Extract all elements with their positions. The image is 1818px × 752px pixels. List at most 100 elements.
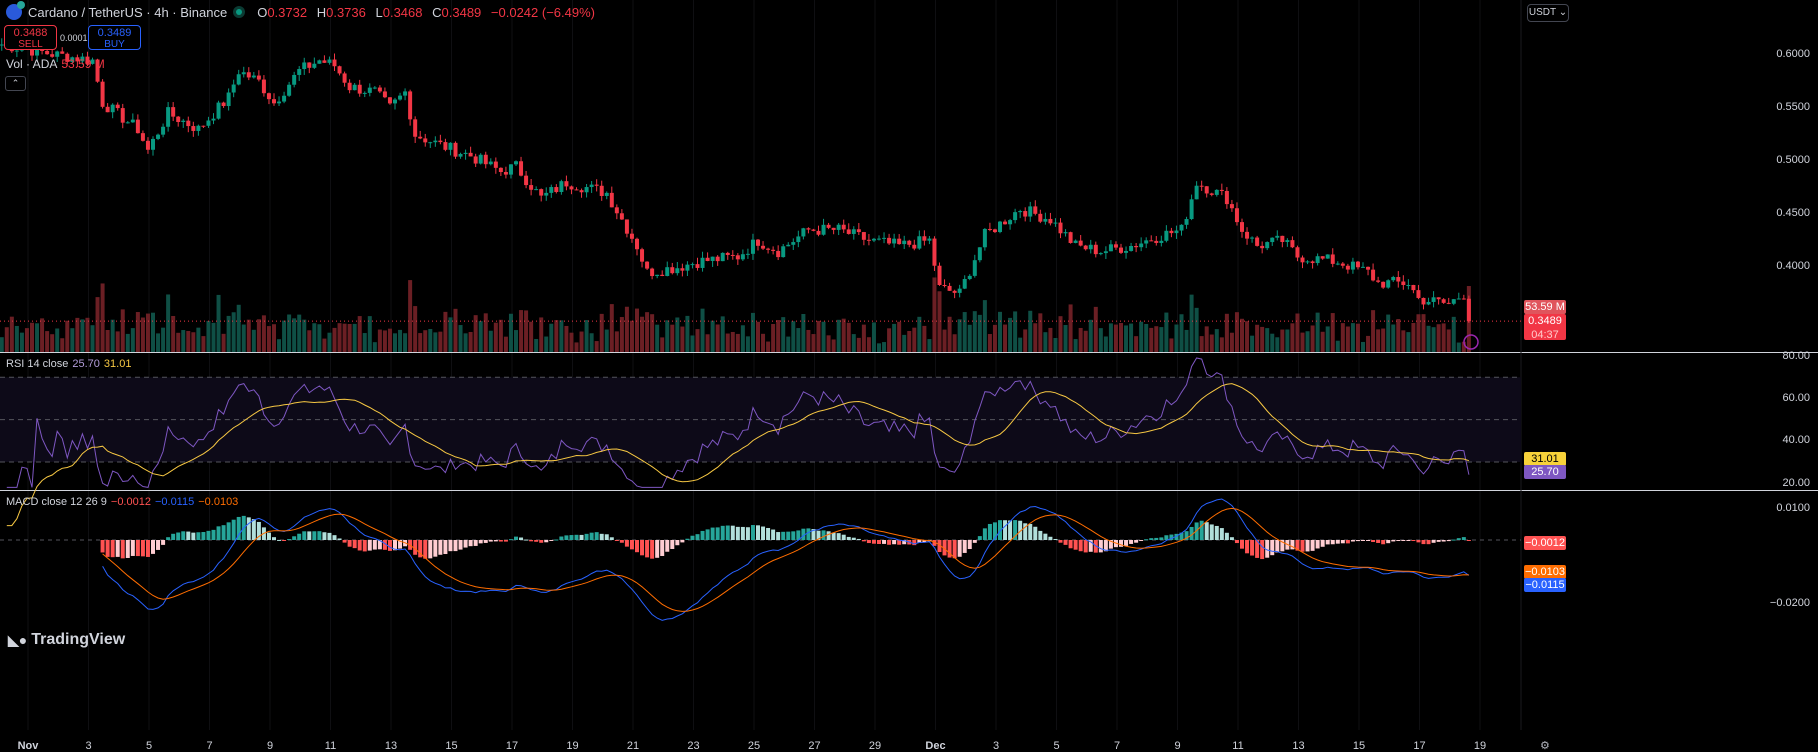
volume-bar [226, 315, 231, 352]
volume-bar [241, 324, 246, 352]
collapse-legend-button[interactable]: ⌃ [5, 76, 26, 91]
volume-bar [1310, 325, 1315, 352]
macd-hist-bar [725, 525, 730, 540]
volume-bar [604, 329, 609, 352]
macd-signal-line [102, 507, 1469, 612]
macd-hist-bar [1098, 540, 1103, 553]
macd-hist-bar [1023, 523, 1028, 540]
volume-bar [640, 316, 645, 352]
macd-hist-bar [1250, 540, 1255, 556]
candle [1406, 284, 1411, 286]
settings-gear-icon[interactable]: ⚙ [1540, 740, 1550, 752]
macd-hist-bar [322, 532, 327, 540]
volume-bar [982, 300, 987, 352]
macd-hist-bar [317, 531, 322, 540]
macd-hist-bar [882, 540, 887, 544]
high-value: 0.3736 [326, 4, 366, 20]
macd-hist-bar [503, 540, 508, 542]
macd-hist-bar [1315, 540, 1320, 549]
candle [1149, 240, 1154, 242]
macd-hist-bar [367, 540, 372, 551]
volume-bar [977, 314, 982, 352]
volume-bar [846, 322, 851, 352]
tradingview-logo[interactable]: ◣● TradingView [8, 631, 126, 648]
candle [766, 248, 771, 250]
candle [569, 186, 574, 190]
candle [1179, 224, 1184, 231]
candle [1058, 222, 1063, 234]
candle [877, 238, 881, 240]
volume-bar [1199, 336, 1204, 352]
macd-hist-bar [196, 532, 201, 540]
macd-hist-bar [428, 540, 433, 559]
volume-bar [670, 324, 675, 352]
volume-bar [277, 339, 282, 352]
macd-hist-bar [998, 520, 1002, 540]
volume-bar [1189, 294, 1194, 352]
macd-hist-bar [1154, 537, 1159, 540]
candle [1355, 261, 1360, 268]
candle [1063, 232, 1068, 234]
candle [887, 237, 892, 244]
volume-bar [1245, 321, 1250, 352]
volume-bar [393, 333, 397, 352]
volume-bar [50, 334, 55, 352]
candle [781, 246, 786, 258]
volume-bar [60, 338, 65, 352]
candle [1093, 244, 1098, 255]
candle [866, 239, 871, 241]
volume-bar [1023, 329, 1028, 352]
macd-hist-bar [1078, 540, 1083, 552]
rsi-tick: 40.00 [1782, 434, 1810, 446]
volume-bar [1436, 324, 1441, 352]
candle [1194, 185, 1199, 200]
volume-bar [4, 327, 9, 352]
volume-bar [342, 323, 347, 352]
macd-hist-bar [110, 540, 115, 558]
volume-bar [1068, 304, 1073, 352]
volume-bar [503, 336, 508, 352]
candle [1441, 299, 1446, 303]
macd-line-tag: −0.0115 [1524, 578, 1566, 592]
candle [145, 140, 150, 150]
macd-hist-bar [1421, 540, 1426, 545]
volume-bar [156, 333, 161, 352]
volume-bar [700, 308, 705, 352]
candle [1008, 220, 1013, 225]
volume-bar [387, 328, 392, 352]
volume-bar [655, 324, 660, 352]
macd-hist-bar [1305, 540, 1310, 552]
candle [1260, 245, 1265, 249]
sell-button[interactable]: 0.3488 SELL [4, 25, 57, 50]
macd-hist-bar [488, 540, 493, 542]
price-tick: 0.5000 [1776, 154, 1810, 166]
time-tick: 5 [1053, 740, 1060, 752]
macd-tick: −0.0200 [1769, 597, 1810, 609]
volume-bar [856, 337, 861, 352]
candle [458, 153, 463, 157]
macd-hist-bar [1013, 520, 1018, 540]
candle [871, 238, 876, 241]
candle [256, 75, 261, 80]
rsi-ma-value: 31.01 [103, 358, 132, 370]
candle [1361, 266, 1365, 268]
volume-bar [907, 330, 912, 352]
macd-hist-bar [1431, 540, 1436, 543]
candle [564, 181, 569, 187]
volume-bar [418, 333, 423, 352]
close-value: 0.3489 [441, 4, 482, 20]
candle [1350, 261, 1355, 270]
macd-hist-bar [1340, 540, 1345, 544]
candle [140, 133, 145, 141]
candle [1209, 193, 1214, 195]
macd-hist-bar [1456, 538, 1461, 540]
volume-bar [181, 330, 186, 352]
candle [317, 60, 322, 64]
candle [680, 268, 685, 271]
currency-select[interactable]: USDT ⌄ [1527, 4, 1569, 22]
volume-bar [448, 317, 453, 352]
symbol-title[interactable]: Cardano / TetherUS · 4h · Binance [28, 4, 228, 20]
macd-hist-bar [120, 540, 125, 559]
buy-button[interactable]: 0.3489 BUY [88, 25, 141, 50]
